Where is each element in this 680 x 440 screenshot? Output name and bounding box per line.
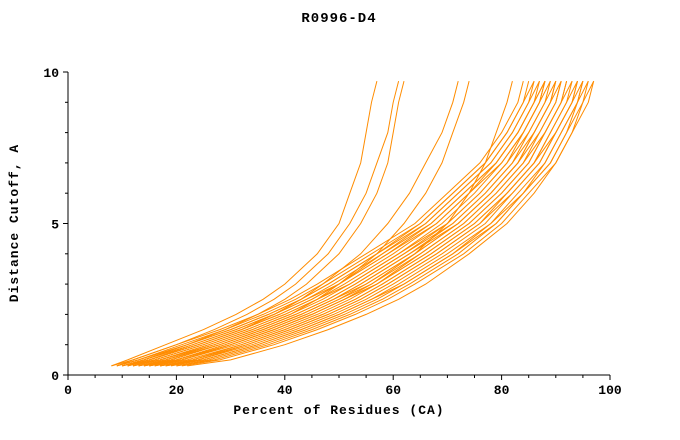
x-axis-label: Percent of Residues (CA) <box>233 403 444 418</box>
series-line <box>127 80 546 367</box>
y-tick-label: 0 <box>51 369 59 384</box>
x-tick-label: 0 <box>64 383 72 398</box>
series-line <box>122 80 405 367</box>
series-line <box>116 80 400 367</box>
series-line <box>111 80 378 367</box>
series-line <box>143 80 562 367</box>
series-line <box>138 80 557 367</box>
series-line <box>122 80 540 367</box>
series-line <box>149 80 568 367</box>
y-axis-label: Distance Cutoff, A <box>7 144 22 302</box>
series-line <box>116 80 535 367</box>
x-tick-label: 60 <box>385 383 401 398</box>
x-tick-label: 100 <box>598 383 622 398</box>
series-line <box>160 80 578 367</box>
series-line <box>132 80 470 367</box>
y-tick-label: 5 <box>51 218 59 233</box>
series-line <box>176 80 584 367</box>
series-line <box>149 80 573 367</box>
x-tick-label: 20 <box>169 383 185 398</box>
x-tick-label: 80 <box>494 383 510 398</box>
series-line <box>132 80 551 367</box>
series-line <box>127 80 546 367</box>
chart-title: R0996-D4 <box>301 11 376 27</box>
series-lines <box>111 80 595 367</box>
y-tick-label: 10 <box>43 66 59 81</box>
series-line <box>187 80 595 367</box>
series-line <box>127 80 459 367</box>
series-line <box>154 80 578 367</box>
series-line <box>160 80 584 367</box>
series-line <box>160 80 573 367</box>
axis-ticks: 0 20 40 60 80 100 0 5 10 <box>43 66 622 398</box>
x-tick-label: 40 <box>277 383 293 398</box>
series-line <box>138 80 562 367</box>
series-line <box>132 80 557 367</box>
series-line <box>170 80 584 367</box>
